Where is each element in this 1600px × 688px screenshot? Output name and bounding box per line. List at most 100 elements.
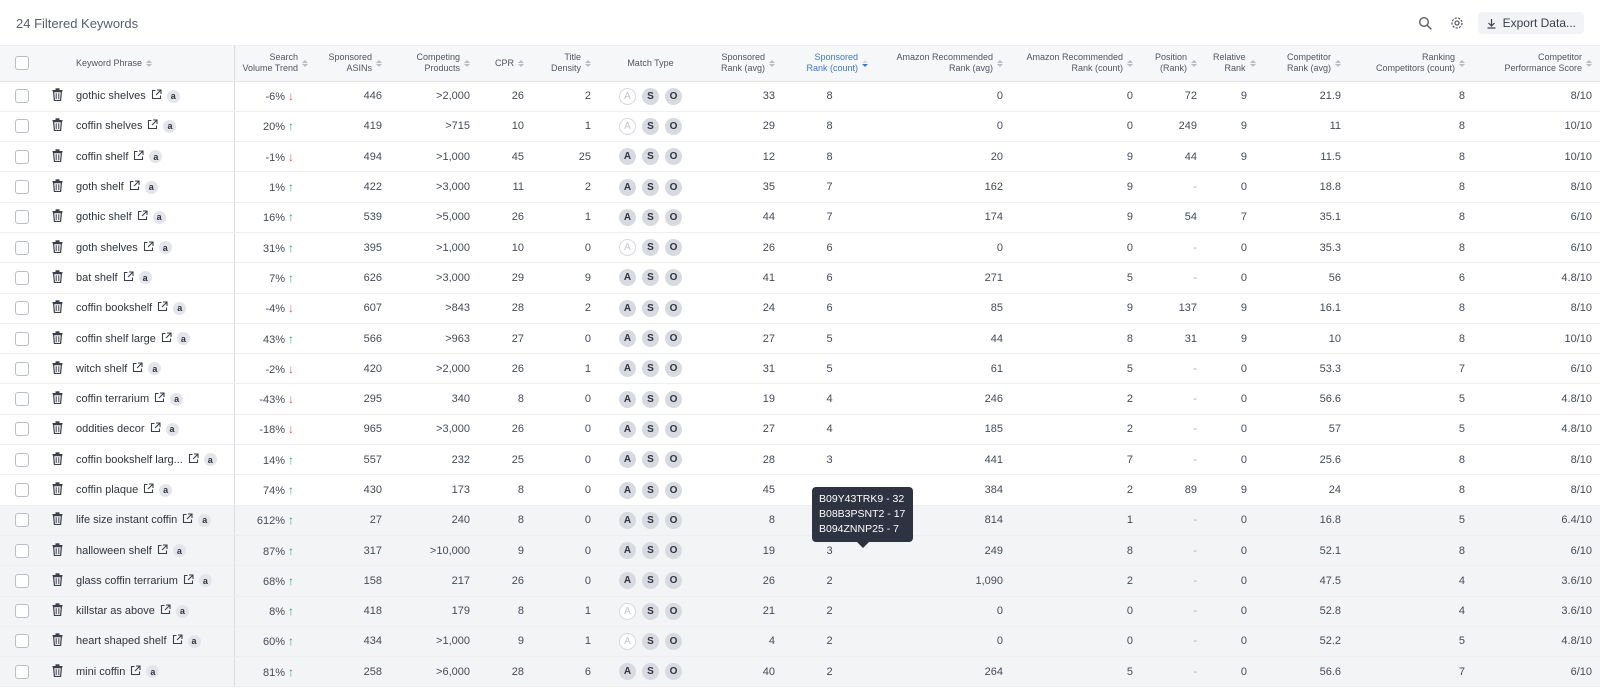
search-volume-trend-header[interactable]: Search Volume Trend	[233, 46, 309, 82]
match-type-broad-badge[interactable]: A	[619, 330, 636, 348]
match-type-s-badge[interactable]: S	[642, 420, 659, 438]
trash-icon[interactable]	[52, 664, 63, 680]
row-checkbox[interactable]	[15, 452, 29, 467]
table-row[interactable]: coffin shelf a -1% ↓ 494 >1,000 45 25 A S O 12 8 20 9 4…	[0, 141, 1600, 173]
match-type-o-badge[interactable]: O	[665, 148, 682, 166]
competitor-performance-score-header[interactable]: Competitor Performance Score	[1473, 46, 1600, 82]
match-type-s-badge[interactable]: S	[642, 663, 659, 681]
table-row[interactable]: heart shaped shelf a 60% ↑ 434 >1,000 9 1 A S O 4 2 0…	[0, 626, 1600, 658]
match-type-s-badge[interactable]: S	[642, 451, 659, 469]
match-type-o-badge[interactable]: O	[665, 511, 682, 529]
external-link-icon[interactable]	[130, 665, 141, 679]
row-checkbox[interactable]	[15, 664, 29, 679]
amazon-icon[interactable]: a	[175, 604, 189, 618]
external-link-icon[interactable]	[154, 392, 165, 406]
row-checkbox[interactable]	[15, 149, 29, 164]
match-type-broad-badge[interactable]: A	[619, 117, 636, 135]
match-type-s-badge[interactable]: S	[642, 269, 659, 287]
match-type-broad-badge[interactable]: A	[619, 663, 636, 681]
table-row[interactable]: goth shelf a 1% ↑ 422 >3,000 11 2 A S O 35 7 162 9-0 18…	[0, 171, 1600, 203]
external-link-icon[interactable]	[151, 89, 162, 103]
match-type-s-badge[interactable]: S	[642, 239, 659, 257]
trash-icon[interactable]	[52, 118, 63, 134]
match-type-o-badge[interactable]: O	[665, 451, 682, 469]
match-type-s-badge[interactable]: S	[642, 178, 659, 196]
match-type-o-badge[interactable]: O	[665, 602, 682, 620]
row-checkbox[interactable]	[15, 361, 29, 376]
row-checkbox[interactable]	[15, 543, 29, 558]
table-row[interactable]: bat shelf a 7% ↑ 626 >3,000 29 9 A S O 41 6 271 5-0 56 6…	[0, 262, 1600, 294]
amazon-icon[interactable]: a	[198, 574, 212, 588]
trash-icon[interactable]	[52, 482, 63, 498]
row-checkbox[interactable]	[15, 240, 29, 255]
sponsored-asins-header[interactable]: Sponsored ASINs	[302, 46, 390, 82]
external-link-icon[interactable]	[160, 604, 171, 618]
match-type-s-badge[interactable]: S	[642, 208, 659, 226]
trash-icon[interactable]	[52, 421, 63, 437]
match-type-broad-badge[interactable]: A	[619, 420, 636, 438]
match-type-o-badge[interactable]: O	[665, 542, 682, 560]
trash-icon[interactable]	[52, 542, 63, 559]
row-checkbox[interactable]	[15, 89, 29, 104]
trash-icon[interactable]	[52, 573, 63, 589]
amazon-icon[interactable]: a	[176, 332, 190, 346]
external-link-icon[interactable]	[143, 483, 154, 497]
amazon-icon[interactable]: a	[144, 180, 158, 194]
table-row[interactable]: coffin plaque a 74% ↑ 430 173 8 0 A S O 45 384 2 89 9 24…	[0, 474, 1600, 506]
trash-icon[interactable]	[52, 361, 63, 377]
amazon-icon[interactable]: a	[187, 634, 201, 648]
sponsored-rank-count-cell[interactable]: 6	[783, 262, 876, 294]
match-type-broad-badge[interactable]: A	[619, 148, 636, 166]
amazon-icon[interactable]: a	[138, 271, 152, 285]
match-type-o-badge[interactable]: O	[665, 208, 682, 226]
sponsored-rank-count-cell[interactable]: 5	[783, 323, 876, 355]
external-link-icon[interactable]	[150, 422, 161, 436]
match-type-s-badge[interactable]: S	[642, 330, 659, 348]
match-type-s-badge[interactable]: S	[642, 148, 659, 166]
external-link-icon[interactable]	[129, 180, 140, 194]
external-link-icon[interactable]	[147, 119, 159, 133]
sponsored-rank-count-cell[interactable]: 8	[783, 81, 876, 112]
table-row[interactable]: life size instant coffin a 612% ↑ 27 240 8 0 A S O…	[0, 505, 1600, 536]
match-type-broad-badge[interactable]: A	[619, 269, 636, 287]
match-type-o-badge[interactable]: O	[665, 87, 682, 105]
amazon-recommended-rank-count-header[interactable]: Amazon Recommended Rank (count)	[1011, 46, 1141, 82]
sponsored-rank-count-cell[interactable]: 7	[783, 171, 876, 203]
match-type-o-badge[interactable]: O	[665, 299, 682, 317]
trash-icon[interactable]	[52, 239, 63, 256]
table-row[interactable]: coffin bookshelf a -4% ↓ 607 >843 28 2 A S O 24 6 85 9…	[0, 293, 1600, 324]
amazon-icon[interactable]: a	[173, 301, 187, 315]
match-type-o-badge[interactable]: O	[665, 390, 682, 408]
trash-icon[interactable]	[52, 88, 63, 104]
match-type-o-badge[interactable]: O	[665, 117, 682, 135]
search-icon[interactable]	[1414, 12, 1436, 34]
sponsored-rank-count-cell[interactable]: 6	[783, 232, 876, 264]
trash-icon[interactable]	[52, 633, 63, 649]
match-type-s-badge[interactable]: S	[642, 87, 659, 105]
sponsored-rank-count-cell[interactable]: 6	[783, 293, 876, 324]
position-rank-header[interactable]: Position (Rank)	[1141, 46, 1205, 82]
match-type-s-badge[interactable]: S	[642, 360, 659, 378]
match-type-s-badge[interactable]: S	[642, 572, 659, 590]
match-type-o-badge[interactable]: O	[665, 632, 682, 650]
sponsored-rank-count-header[interactable]: Sponsored Rank (count)	[783, 46, 876, 82]
amazon-icon[interactable]: a	[152, 210, 166, 224]
title-density-header[interactable]: Title Density	[532, 46, 599, 82]
external-link-icon[interactable]	[133, 150, 144, 164]
amazon-icon[interactable]: a	[149, 150, 163, 164]
amazon-icon[interactable]: a	[165, 422, 179, 436]
match-type-broad-badge[interactable]: A	[619, 542, 636, 560]
trash-icon[interactable]	[52, 391, 63, 407]
external-link-icon[interactable]	[137, 210, 148, 224]
external-link-icon[interactable]	[157, 301, 168, 315]
table-row[interactable]: coffin terrarium a -43% ↓ 295 340 8 0 A S O 19 4 246 2…	[0, 383, 1600, 415]
match-type-broad-badge[interactable]: A	[619, 632, 636, 650]
competing-products-header[interactable]: Competing Products	[390, 46, 478, 82]
match-type-s-badge[interactable]: S	[642, 481, 659, 499]
select-all-checkbox[interactable]	[15, 56, 29, 71]
amazon-icon[interactable]: a	[163, 119, 177, 133]
table-row[interactable]: gothic shelves a -6% ↓ 446 >2,000 26 2 A S O 33 8 0 0 7…	[0, 81, 1600, 112]
sponsored-rank-count-cell[interactable]: 4	[783, 383, 876, 415]
table-row[interactable]: oddities decor a -18% ↓ 965 >3,000 26 0 A S O 27 4 18…	[0, 414, 1600, 446]
external-link-icon[interactable]	[161, 331, 172, 346]
